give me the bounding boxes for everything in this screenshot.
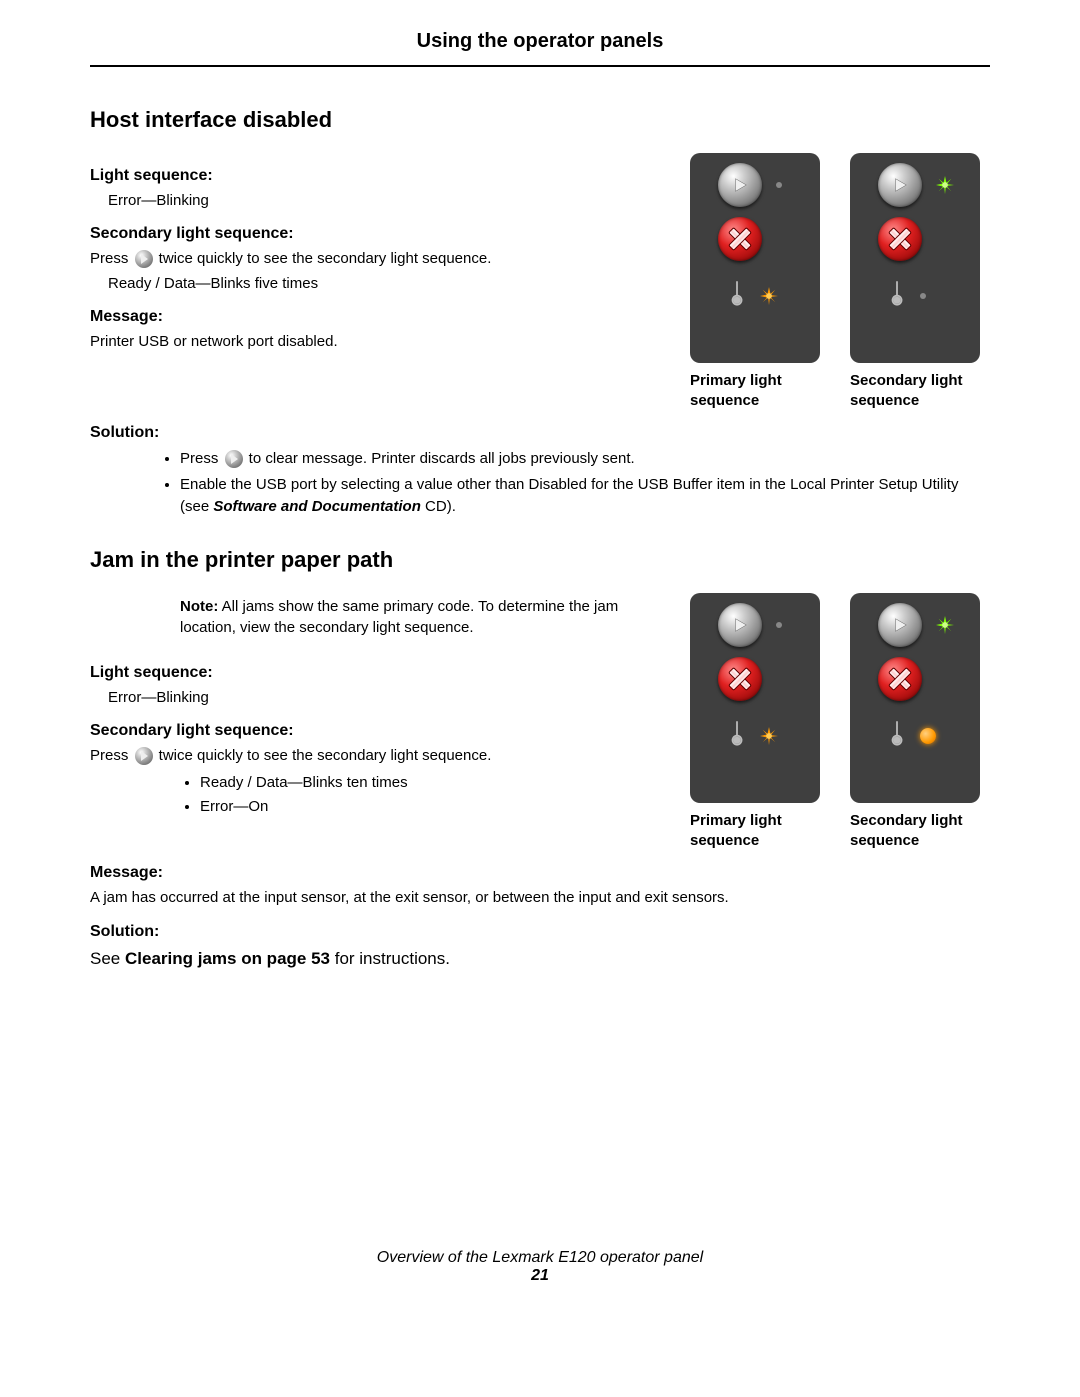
section2-title: Jam in the printer paper path [90,547,990,573]
s2-solution-label: Solution: [90,923,990,941]
thermometer-icon [728,279,746,312]
s2-secondary-panel-block: Secondary light sequence [850,593,990,850]
s1-secondary-panel [850,153,980,363]
s2-note-label: Note: [180,598,218,615]
s1-primary-panel [690,153,820,363]
s1-primary-caption: Primary light sequence [690,371,830,410]
continue-button-icon [878,163,922,207]
s2-light-seq-label: Light sequence: [90,664,670,682]
s1-secondary-detail: Ready / Data—Blinks five times [90,274,670,294]
s1-light-seq-text: Error—Blinking [90,191,670,211]
s2-sec-item2: Error—On [200,796,670,818]
s2-secondary-caption: Secondary light sequence [850,811,990,850]
s2-sec-pre: Press [90,747,133,764]
error-led-orange [760,287,778,305]
s1-sol1-post: to clear message. Printer discards all j… [245,450,635,467]
thermometer-icon [728,719,746,752]
s1-sec-post: twice quickly to see the secondary light… [155,250,492,267]
s2-light-seq-text: Error—Blinking [90,688,670,708]
s2-sol-c: for instructions. [330,949,450,968]
continue-button-icon [135,250,153,268]
s1-secondary-caption: Secondary light sequence [850,371,990,410]
s2-message-text: A jam has occurred at the input sensor, … [90,888,990,908]
s2-primary-caption: Primary light sequence [690,811,830,850]
s1-secondary-text: Press twice quickly to see the secondary… [90,249,670,269]
s1-sol1-pre: Press [180,450,223,467]
ready-led-green [936,176,954,194]
section1-title: Host interface disabled [90,107,990,133]
s1-secondary-panel-block: Secondary light sequence [850,153,990,410]
s2-solution-text: See Clearing jams on page 53 for instruc… [90,949,990,969]
s1-solution-item1: Press to clear message. Printer discards… [180,448,990,470]
thermometer-icon [888,279,906,312]
s1-sec-pre: Press [90,250,133,267]
s2-primary-panel [690,593,820,803]
s1-light-seq-label: Light sequence: [90,167,670,185]
cancel-button-icon [878,657,922,701]
s1-message-text: Printer USB or network port disabled. [90,332,670,352]
s2-secondary-panel [850,593,980,803]
thermometer-icon [888,719,906,752]
s2-sol-a: See [90,949,125,968]
continue-button-icon [718,163,762,207]
s2-secondary-list: Ready / Data—Blinks ten times Error—On [90,772,670,818]
error-led-orange [760,727,778,745]
ready-led-off [776,182,782,188]
ready-led-green [936,616,954,634]
continue-button-icon [718,603,762,647]
s2-message-label: Message: [90,864,990,882]
ready-led-off [776,622,782,628]
cancel-button-icon [718,657,762,701]
cancel-button-icon [718,217,762,261]
s2-secondary-label: Secondary light sequence: [90,722,670,740]
s1-solution-item2: Enable the USB port by selecting a value… [180,474,990,518]
cancel-button-icon [878,217,922,261]
continue-button-icon [878,603,922,647]
s2-primary-panel-block: Primary light sequence [690,593,830,850]
error-led-orange-solid [920,728,936,744]
s2-note: Note: All jams show the same primary cod… [90,597,670,638]
footer-page: 21 [90,1267,990,1285]
s1-secondary-label: Secondary light sequence: [90,225,670,243]
footer-text: Overview of the Lexmark E120 operator pa… [90,1249,990,1267]
s2-sec-item1: Ready / Data—Blinks ten times [200,772,670,794]
s2-sec-post: twice quickly to see the secondary light… [155,747,492,764]
error-led-off [920,293,926,299]
s1-message-label: Message: [90,308,670,326]
s1-sol2-b: Software and Documentation [213,498,421,515]
s1-solution-list: Press to clear message. Printer discards… [90,448,990,517]
s2-sol-b: Clearing jams on page 53 [125,949,330,968]
continue-button-icon [225,450,243,468]
s2-note-text: All jams show the same primary code. To … [180,598,618,635]
s1-sol2-c: CD). [421,498,456,515]
s1-primary-panel-block: Primary light sequence [690,153,830,410]
s2-secondary-text: Press twice quickly to see the secondary… [90,746,670,766]
page-header: Using the operator panels [90,30,990,67]
s1-solution-label: Solution: [90,424,990,442]
continue-button-icon [135,747,153,765]
